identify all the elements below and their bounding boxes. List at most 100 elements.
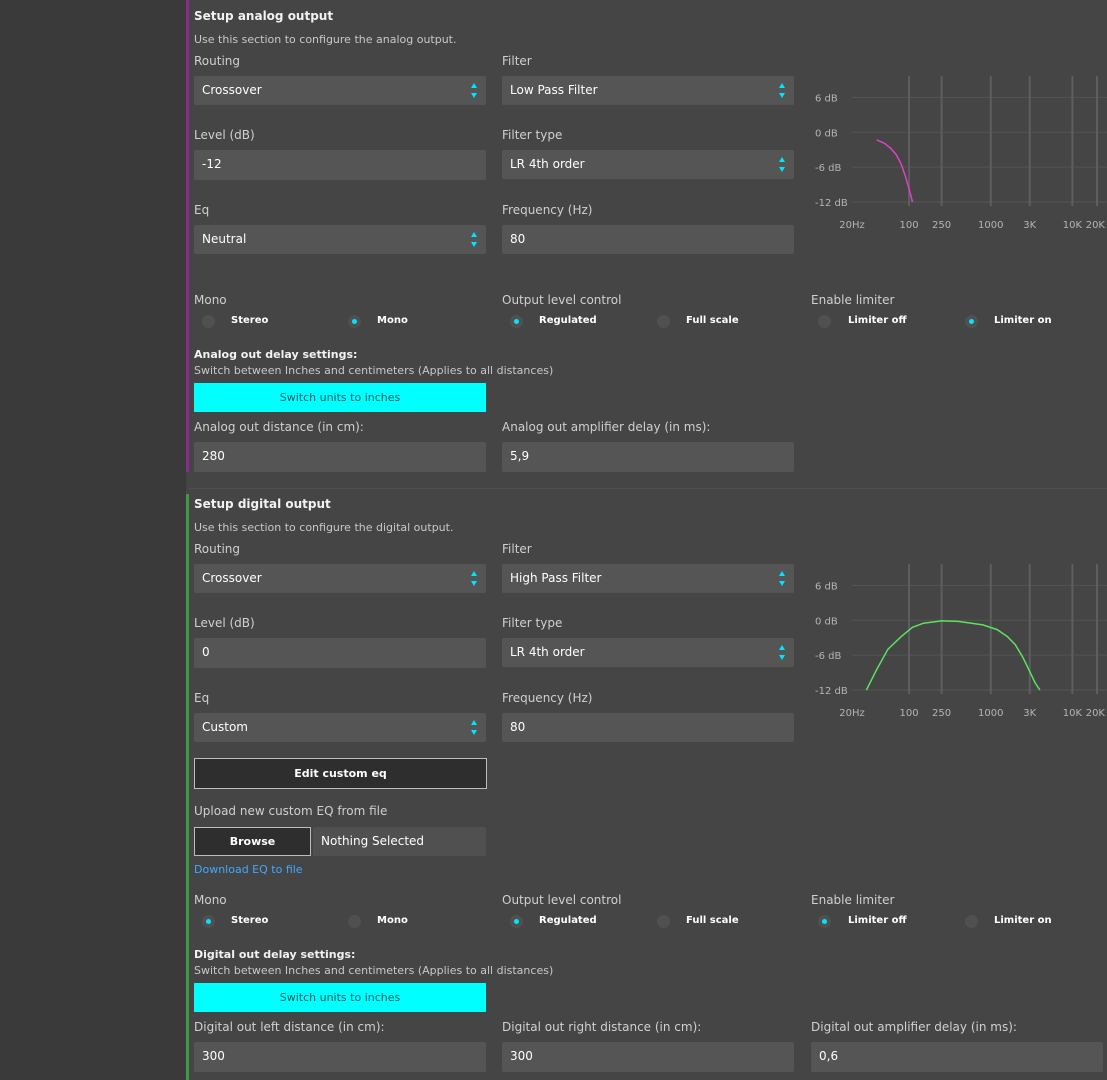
digital-x-tick-label: 20Hz [839, 708, 865, 719]
digital-limiter-on-radio[interactable] [965, 915, 978, 928]
digital-frequency-input[interactable]: 80 [502, 713, 794, 742]
digital-accent-bar [186, 494, 189, 1080]
analog-x-tick-label: 250 [932, 220, 951, 231]
select-arrows-icon [471, 720, 478, 735]
digital-limiter-off-label: Limiter off [848, 915, 907, 926]
digital-filter-type-label: Filter type [502, 616, 563, 630]
analog-x-tick-label: 10K [1063, 220, 1083, 231]
digital-right-distance-value: 300 [510, 1049, 533, 1063]
digital-eq-value: Custom [202, 720, 248, 734]
digital-mono-label: Mono [194, 893, 227, 907]
analog-x-tick-label: 20Hz [839, 220, 865, 231]
analog-x-tick-label: 100 [900, 220, 919, 231]
digital-y-tick-label: 0 dB [815, 616, 838, 627]
digital-amp-delay-label: Digital out amplifier delay (in ms): [811, 1020, 1017, 1034]
digital-response-curve [865, 620, 1041, 691]
analog-y-tick-label: 6 dB [815, 93, 838, 104]
select-arrows-icon [471, 83, 478, 98]
analog-output-level-label: Output level control [502, 293, 622, 307]
browse-button[interactable]: Browse [194, 827, 311, 856]
analog-filter-select[interactable]: Low Pass Filter [502, 76, 794, 105]
digital-regulated-radio[interactable] [510, 915, 523, 928]
analog-distance-input[interactable]: 280 [194, 442, 486, 472]
analog-filter-value: Low Pass Filter [510, 83, 598, 97]
analog-regulated-radio[interactable] [510, 315, 523, 328]
digital-y-tick-label: 6 dB [815, 581, 838, 592]
digital-level-value: 0 [202, 645, 210, 659]
digital-y-tick-label: -6 dB [815, 651, 841, 662]
analog-eq-label: Eq [194, 203, 210, 217]
digital-right-distance-input[interactable]: 300 [502, 1042, 794, 1072]
select-arrows-icon [779, 83, 786, 98]
digital-eq-select[interactable]: Custom [194, 713, 486, 742]
digital-left-distance-input[interactable]: 300 [194, 1042, 486, 1072]
digital-section-title: Setup digital output [194, 497, 331, 511]
digital-delay-title: Digital out delay settings: [194, 948, 356, 961]
analog-frequency-label: Frequency (Hz) [502, 203, 593, 217]
analog-eq-select[interactable]: Neutral [194, 225, 486, 254]
chart-grid [852, 564, 1107, 694]
analog-limiter-off-radio[interactable] [818, 315, 831, 328]
digital-fullscale-radio[interactable] [657, 915, 670, 928]
analog-filter-type-label: Filter type [502, 128, 563, 142]
file-name-field: Nothing Selected [313, 827, 486, 856]
analog-distance-label: Analog out distance (in cm): [194, 420, 364, 434]
digital-x-tick-label: 20K [1086, 708, 1106, 719]
digital-switch-units-button[interactable]: Switch units to inches [194, 983, 486, 1012]
file-name-value: Nothing Selected [321, 834, 425, 848]
digital-limiter-label: Enable limiter [811, 893, 895, 907]
select-arrows-icon [471, 571, 478, 586]
digital-regulated-label: Regulated [539, 915, 597, 926]
analog-limiter-label: Enable limiter [811, 293, 895, 307]
analog-x-tick-label: 3K [1023, 220, 1036, 231]
digital-section-description: Use this section to configure the digita… [194, 521, 454, 534]
analog-stereo-radio[interactable] [202, 315, 215, 328]
analog-limiter-on-label: Limiter on [994, 315, 1052, 326]
digital-amp-delay-input[interactable]: 0,6 [811, 1042, 1103, 1072]
digital-mono-radio[interactable] [348, 915, 361, 928]
analog-frequency-value: 80 [510, 232, 526, 246]
analog-frequency-input[interactable]: 80 [502, 225, 794, 254]
analog-filter-type-value: LR 4th order [510, 157, 585, 171]
analog-x-tick-label: 1000 [978, 220, 1003, 231]
download-eq-link[interactable]: Download EQ to file [194, 863, 303, 876]
digital-amp-delay-value: 0,6 [819, 1049, 839, 1063]
analog-limiter-on-radio[interactable] [965, 315, 978, 328]
analog-y-tick-label: 0 dB [815, 128, 838, 139]
analog-mono-option-label: Mono [377, 315, 408, 326]
analog-fullscale-radio[interactable] [657, 315, 670, 328]
analog-routing-select[interactable]: Crossover [194, 76, 486, 105]
digital-x-tick-label: 1000 [978, 708, 1003, 719]
analog-accent-bar [186, 0, 189, 472]
analog-switch-units-button[interactable]: Switch units to inches [194, 383, 486, 412]
analog-stereo-label: Stereo [231, 315, 269, 326]
edit-custom-eq-button[interactable]: Edit custom eq [194, 758, 487, 789]
analog-level-input[interactable]: -12 [194, 150, 486, 180]
analog-amp-delay-input[interactable]: 5,9 [502, 442, 794, 472]
analog-filter-label: Filter [502, 54, 532, 68]
digital-fullscale-label: Full scale [686, 915, 739, 926]
chart-grid [852, 76, 1107, 206]
digital-limiter-off-radio[interactable] [818, 915, 831, 928]
analog-routing-value: Crossover [202, 83, 262, 97]
analog-mono-radio[interactable] [348, 315, 361, 328]
digital-x-tick-label: 3K [1023, 708, 1036, 719]
digital-filter-value: High Pass Filter [510, 571, 602, 585]
digital-level-input[interactable]: 0 [194, 638, 486, 668]
digital-filter-select[interactable]: High Pass Filter [502, 564, 794, 593]
digital-routing-label: Routing [194, 542, 241, 556]
digital-frequency-value: 80 [510, 720, 526, 734]
analog-section-description: Use this section to configure the analog… [194, 33, 457, 46]
select-arrows-icon [471, 232, 478, 247]
digital-frequency-response-chart: 6 dB 0 dB -6 dB -12 dB 20Hz 100 250 1000 3K 10K 2… [815, 564, 1107, 719]
digital-output-level-label: Output level control [502, 893, 622, 907]
digital-filter-type-select[interactable]: LR 4th order [502, 638, 794, 667]
analog-amp-delay-value: 5,9 [510, 449, 530, 463]
analog-frequency-response-chart: 6 dB 0 dB -6 dB -12 dB 20Hz 100 250 1000 3K 10K 2… [815, 76, 1107, 231]
digital-routing-select[interactable]: Crossover [194, 564, 486, 593]
digital-frequency-label: Frequency (Hz) [502, 691, 593, 705]
analog-filter-type-select[interactable]: LR 4th order [502, 150, 794, 179]
digital-x-tick-label: 100 [900, 708, 919, 719]
digital-x-tick-label: 250 [932, 708, 951, 719]
digital-stereo-radio[interactable] [202, 915, 215, 928]
